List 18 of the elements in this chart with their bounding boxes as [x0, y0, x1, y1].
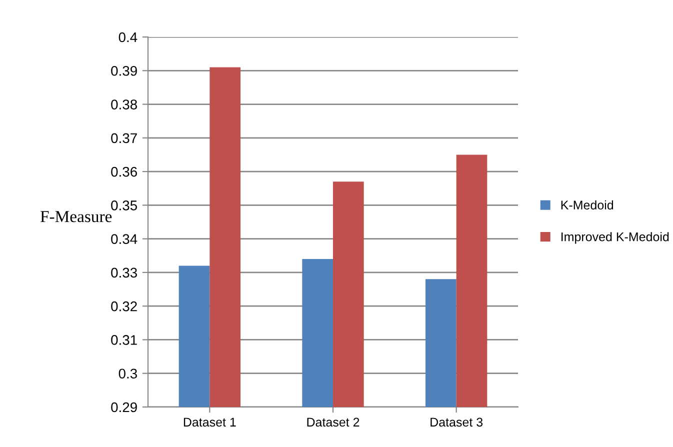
- y-axis-title: F-Measure: [40, 211, 112, 222]
- y-tick-label: 0.35: [111, 200, 138, 210]
- legend-label: K-Medoid: [561, 200, 614, 210]
- y-tick-label: 0.38: [111, 100, 137, 110]
- y-tick-label: 0.33: [111, 268, 137, 278]
- y-tick-label: 0.32: [111, 301, 137, 312]
- y-tick-label: 0.4: [118, 32, 138, 42]
- y-tick-label: 0.31: [111, 335, 137, 345]
- y-tick-label: 0.34: [111, 234, 138, 244]
- y-tick-label: 0.3: [118, 368, 137, 379]
- y-tick-label: 0.37: [111, 133, 137, 144]
- x-tick-label: Dataset 1: [184, 418, 236, 427]
- y-tick-label: 0.29: [111, 402, 137, 412]
- x-tick-label: Dataset 2: [307, 418, 360, 427]
- y-tick-label: 0.39: [111, 66, 137, 76]
- y-tick-label: 0.36: [111, 166, 137, 177]
- x-tick-label: Dataset 3: [430, 418, 483, 427]
- legend-label: Improved K-Medoid: [562, 232, 669, 244]
